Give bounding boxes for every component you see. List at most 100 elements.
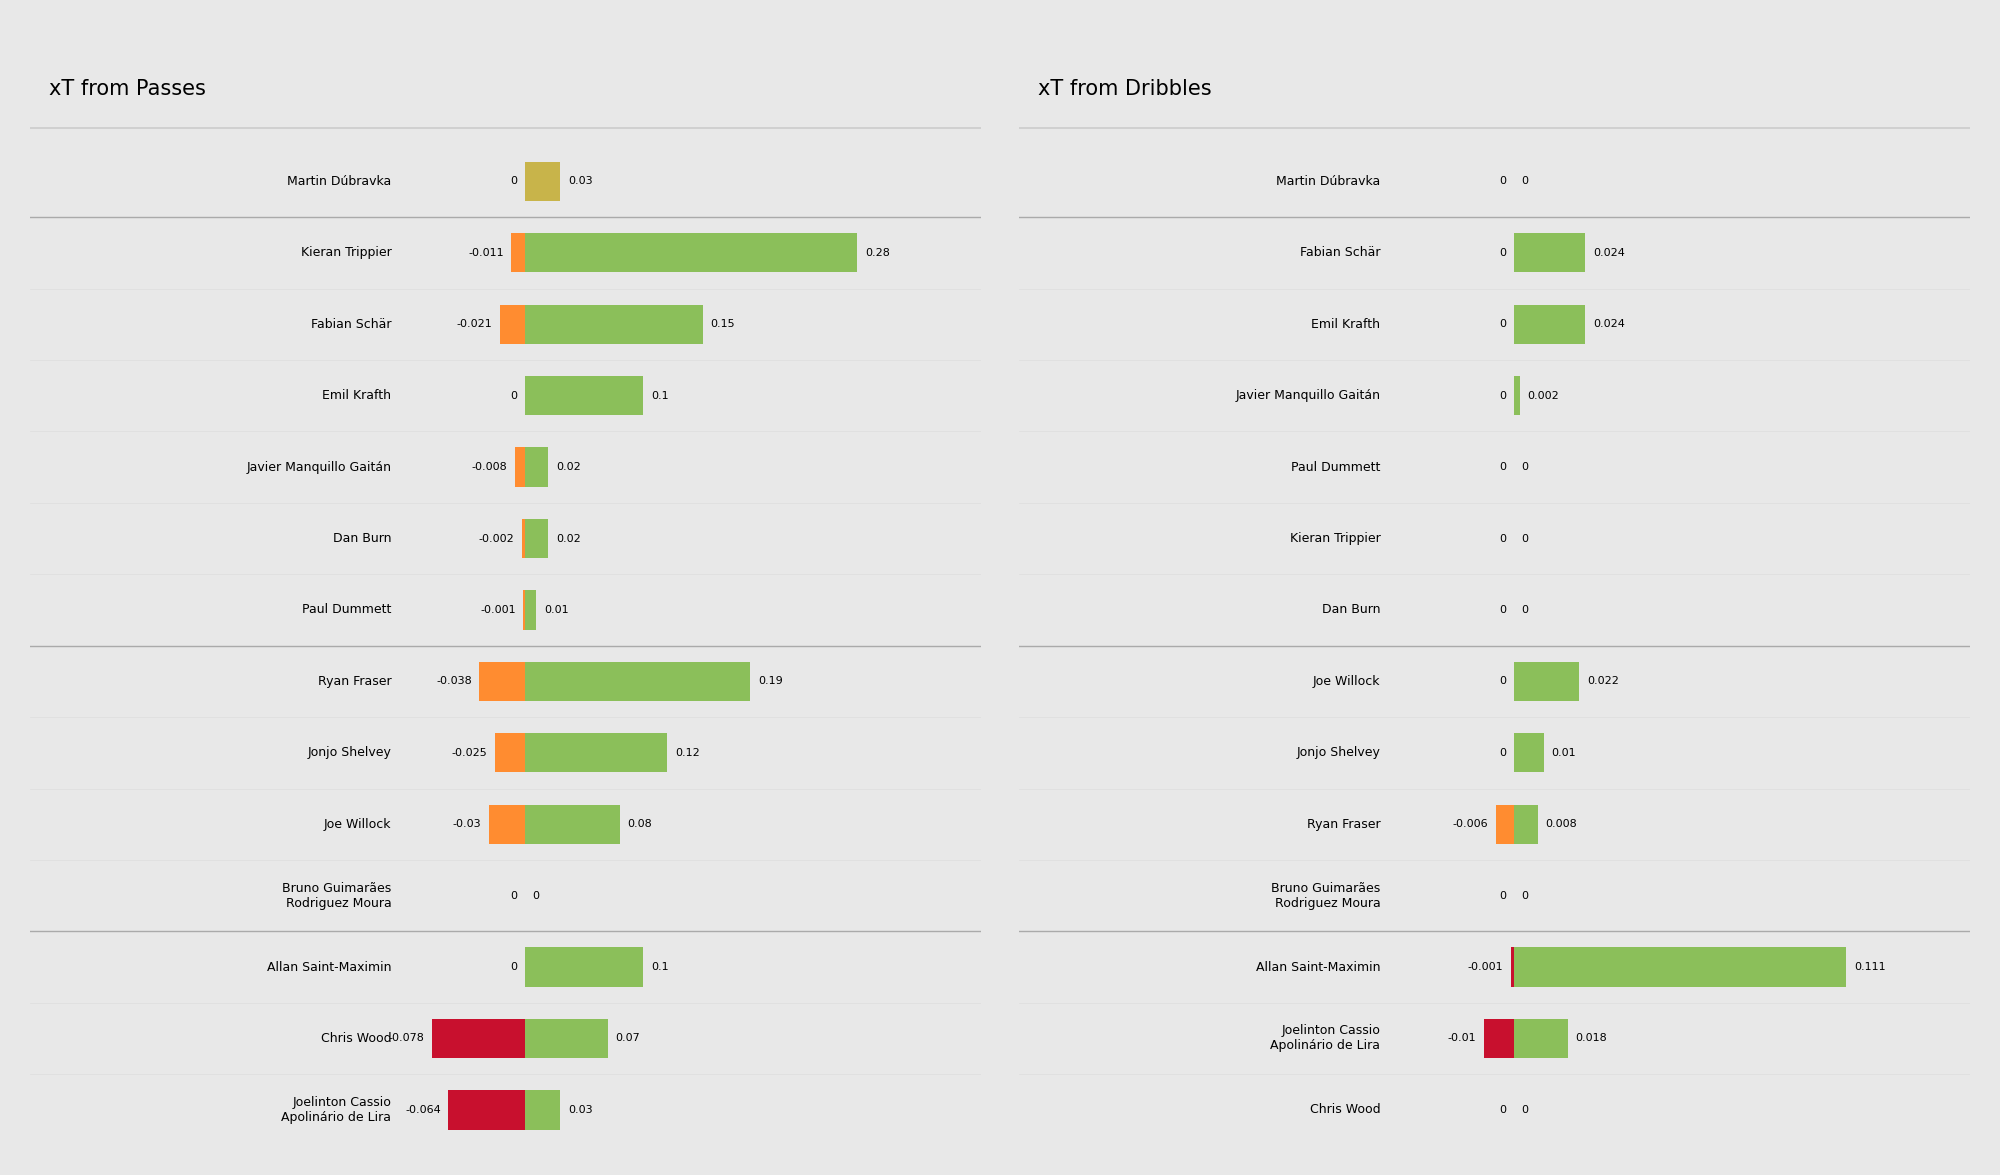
Text: 0: 0 [1498,605,1506,615]
Text: 0: 0 [1522,891,1528,901]
Text: 0.03: 0.03 [568,176,592,187]
Bar [1496,805,1514,844]
Bar [524,304,702,344]
Text: Emil Krafth: Emil Krafth [322,389,392,402]
Text: 0.15: 0.15 [710,320,736,329]
Text: 0.002: 0.002 [1528,391,1558,401]
Bar [1514,805,1538,844]
Text: Fabian Schär: Fabian Schär [1300,247,1380,260]
Text: 0: 0 [1498,677,1506,686]
Text: -0.038: -0.038 [436,677,472,686]
Text: -0.064: -0.064 [406,1104,440,1115]
Text: 0.1: 0.1 [650,962,668,972]
Text: -0.078: -0.078 [388,1034,424,1043]
Text: 0.008: 0.008 [1546,819,1576,830]
Text: 0.07: 0.07 [616,1034,640,1043]
Bar [1514,304,1586,344]
Bar [524,590,536,630]
Text: Joelinton Cassio
Apolinário de Lira: Joelinton Cassio Apolinário de Lira [1270,1025,1380,1053]
Bar [524,947,644,987]
Text: -0.025: -0.025 [452,747,488,758]
Text: -0.001: -0.001 [480,605,516,615]
Bar [524,733,668,772]
Text: Martin Dúbravka: Martin Dúbravka [288,175,392,188]
Text: Kieran Trippier: Kieran Trippier [300,247,392,260]
Text: Bruno Guimarães
Rodriguez Moura: Bruno Guimarães Rodriguez Moura [282,881,392,909]
Text: Joe Willock: Joe Willock [1312,674,1380,687]
Text: 0: 0 [1498,176,1506,187]
Bar [1510,947,1514,987]
Bar [524,519,548,558]
Text: 0.024: 0.024 [1594,248,1624,257]
Bar [1514,947,1846,987]
Text: 0: 0 [1522,1104,1528,1115]
Text: 0.28: 0.28 [864,248,890,257]
Text: -0.011: -0.011 [468,248,504,257]
Text: 0.19: 0.19 [758,677,782,686]
Text: 0: 0 [1498,391,1506,401]
Text: Joe Willock: Joe Willock [324,818,392,831]
Bar [524,233,858,273]
Text: 0: 0 [1522,533,1528,544]
Bar [500,304,524,344]
Bar [432,1019,524,1059]
Bar [522,519,524,558]
Bar [524,805,620,844]
Bar [524,162,560,201]
Text: 0: 0 [1498,533,1506,544]
Text: 0: 0 [1498,891,1506,901]
Text: 0: 0 [1498,747,1506,758]
Text: Martin Dúbravka: Martin Dúbravka [1276,175,1380,188]
Text: -0.008: -0.008 [472,462,508,472]
Text: Bruno Guimarães
Rodriguez Moura: Bruno Guimarães Rodriguez Moura [1272,881,1380,909]
Bar [1514,662,1580,701]
Bar [488,805,524,844]
Text: -0.001: -0.001 [1468,962,1502,972]
Text: -0.03: -0.03 [452,819,482,830]
Text: Ryan Fraser: Ryan Fraser [318,674,392,687]
Text: Chris Wood: Chris Wood [1310,1103,1380,1116]
Text: xT from Passes: xT from Passes [50,79,206,99]
Bar [1514,376,1520,415]
Bar [524,448,548,486]
Text: Jonjo Shelvey: Jonjo Shelvey [308,746,392,759]
Text: Kieran Trippier: Kieran Trippier [1290,532,1380,545]
Text: -0.006: -0.006 [1452,819,1488,830]
Text: -0.002: -0.002 [478,533,514,544]
Text: Allan Saint-Maximin: Allan Saint-Maximin [266,961,392,974]
Text: 0: 0 [1522,176,1528,187]
Bar [1514,233,1586,273]
Text: Joelinton Cassio
Apolinário de Lira: Joelinton Cassio Apolinário de Lira [282,1096,392,1124]
Text: 0: 0 [1522,605,1528,615]
Text: Allan Saint-Maximin: Allan Saint-Maximin [1256,961,1380,974]
Text: 0.018: 0.018 [1576,1034,1606,1043]
Text: 0: 0 [510,391,516,401]
Text: 0.01: 0.01 [544,605,568,615]
Text: 0.1: 0.1 [650,391,668,401]
Text: 0.02: 0.02 [556,462,580,472]
Text: Emil Krafth: Emil Krafth [1312,317,1380,331]
Text: Dan Burn: Dan Burn [332,532,392,545]
Text: 0: 0 [510,891,516,901]
Text: 0.03: 0.03 [568,1104,592,1115]
Text: 0: 0 [1498,1104,1506,1115]
Bar [516,448,524,486]
Text: 0.111: 0.111 [1854,962,1886,972]
Text: 0: 0 [532,891,540,901]
Text: xT from Dribbles: xT from Dribbles [1038,79,1212,99]
Bar [448,1090,524,1129]
Text: Fabian Schär: Fabian Schär [310,317,392,331]
Text: 0: 0 [510,962,516,972]
Text: 0.12: 0.12 [674,747,700,758]
Text: Javier Manquillo Gaitán: Javier Manquillo Gaitán [1236,389,1380,402]
Bar [524,376,644,415]
Text: -0.01: -0.01 [1448,1034,1476,1043]
Text: Ryan Fraser: Ryan Fraser [1306,818,1380,831]
Text: Paul Dummett: Paul Dummett [302,604,392,617]
Bar [512,233,524,273]
Bar [1514,733,1544,772]
Bar [1514,1019,1568,1059]
Text: 0: 0 [1522,462,1528,472]
Text: 0: 0 [1498,248,1506,257]
Bar [480,662,524,701]
